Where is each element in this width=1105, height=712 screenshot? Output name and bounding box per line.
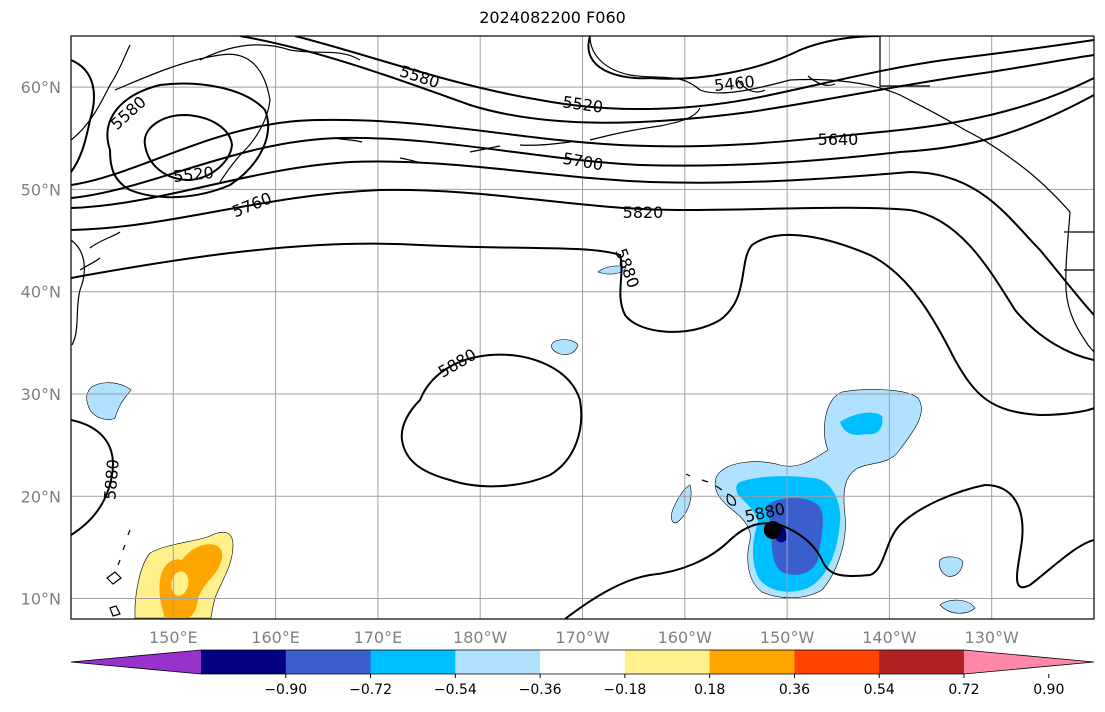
latitude-tick-label: 50°N [21, 180, 61, 199]
map-gridlines [71, 36, 1094, 619]
contour-5880-south [564, 483, 1094, 619]
alaska-coast [589, 36, 1071, 213]
map-frame [70, 35, 1095, 620]
negative-anomaly-north-inner [840, 412, 883, 435]
contour-5880-west [71, 419, 114, 536]
colorbar-swatch [879, 650, 965, 674]
colorbar-label: −0.54 [434, 682, 477, 698]
colorbar-label: −0.36 [519, 682, 562, 698]
negative-anomaly-patch-1 [597, 265, 627, 275]
alaska-inland-line [879, 36, 930, 87]
longitude-tick-label: 150°W [760, 628, 815, 647]
colorbar-swatch [794, 650, 880, 674]
asia-mainland-coast [71, 239, 85, 346]
negative-anomaly-patch-4 [938, 556, 964, 577]
micronesia-island [109, 605, 121, 617]
colorbar-outline [70, 649, 1095, 675]
negative-anomaly-patch-2 [551, 339, 579, 355]
colorbar-swatch [540, 650, 626, 674]
colorbar-labels: −0.90 −0.72 −0.54 −0.36 −0.18 0.18 0.36 0.54 0.7… [264, 674, 1064, 698]
contour-5640-west [71, 59, 95, 173]
contour-5880-center [400, 353, 583, 488]
latitude-tick-label: 10°N [21, 590, 61, 609]
colorbar-label: 0.36 [779, 682, 810, 698]
guam-island [106, 571, 122, 585]
contour-label: 5820 [623, 203, 664, 222]
longitude-tick-label: 160°W [658, 628, 713, 647]
contour-label: 5640 [818, 130, 859, 149]
contour-label: 5520 [561, 92, 604, 116]
canada-border [1064, 231, 1094, 271]
longitude-tick-label: 170°W [555, 628, 610, 647]
negative-anomaly-main-inner [767, 497, 823, 575]
contour-5760 [71, 160, 1094, 316]
latitude-tick-label: 40°N [21, 283, 61, 302]
contour-5520-north [294, 36, 1094, 111]
colorbar-label: 0.90 [1033, 682, 1064, 698]
kamchatka-coast [71, 44, 271, 183]
negative-anomaly-patch-5 [939, 599, 976, 614]
colorbar-label: −0.72 [349, 682, 392, 698]
contour-5460 [587, 36, 881, 80]
colorbar-label: 0.54 [864, 682, 895, 698]
contour-label: 5880 [100, 458, 122, 500]
latitude-tick-labels: 60°N 50°N 40°N 30°N 20°N 10°N [21, 78, 61, 608]
contour-label: 5700 [561, 149, 604, 175]
positive-anomaly-inner [159, 544, 223, 618]
na-west-coast [1065, 211, 1094, 353]
colorbar-label: 0.72 [948, 682, 979, 698]
hawaii-islands [685, 473, 737, 506]
colorbar-label: 0.18 [694, 682, 725, 698]
colorbar-swatch [285, 650, 372, 674]
latitude-tick-label: 30°N [21, 385, 61, 404]
colorbar-swatch [624, 650, 711, 674]
colorbar-label: −0.18 [603, 682, 646, 698]
colorbar-swatch [709, 650, 795, 674]
map-title: 2024082200 F060 [479, 8, 626, 27]
okhotsk-coast [199, 44, 361, 61]
longitude-tick-label: 130°W [965, 628, 1020, 647]
japan-islands [79, 231, 121, 271]
height-contours [71, 36, 1094, 619]
colorbar-label: −0.90 [264, 682, 307, 698]
colorbar-swatch [370, 650, 456, 674]
colorbar-swatch [201, 650, 287, 674]
negative-anomaly-west [86, 382, 132, 420]
colorbar-extend-high [964, 650, 1094, 674]
contour-label: 5520 [172, 163, 214, 186]
colorbar-swatch [455, 650, 541, 674]
contour-5520-low [143, 113, 234, 182]
contour-5880-north [71, 233, 1094, 417]
latitude-tick-label: 60°N [21, 78, 61, 97]
longitude-tick-labels: 150°E 160°E 170°E 180°W 170°W 160°W 150°W 140°W… [149, 628, 1019, 647]
longitude-tick-label: 140°W [862, 628, 917, 647]
colorbar-extend-low [71, 650, 201, 674]
contour-5820 [71, 188, 1094, 361]
longitude-tick-label: 180°W [453, 628, 508, 647]
mariana-islands [117, 529, 131, 566]
colorbar [70, 649, 1095, 675]
longitude-tick-label: 160°E [251, 628, 300, 647]
contour-5580-north [239, 36, 1094, 124]
longitude-tick-label: 170°E [354, 628, 403, 647]
contour-label: 5760 [230, 188, 275, 221]
longitude-tick-label: 150°E [149, 628, 198, 647]
storm-position-marker [763, 521, 782, 540]
contour-label: 5880 [435, 345, 480, 382]
contour-5700 [71, 94, 1094, 199]
contour-5580-low [106, 82, 270, 199]
contour-label: 5460 [713, 72, 755, 95]
negative-anomaly-patch-3 [671, 484, 692, 524]
positive-anomaly-inner-2 [171, 571, 189, 596]
shaded-anomaly-field [86, 265, 976, 619]
latitude-tick-label: 20°N [21, 487, 61, 506]
